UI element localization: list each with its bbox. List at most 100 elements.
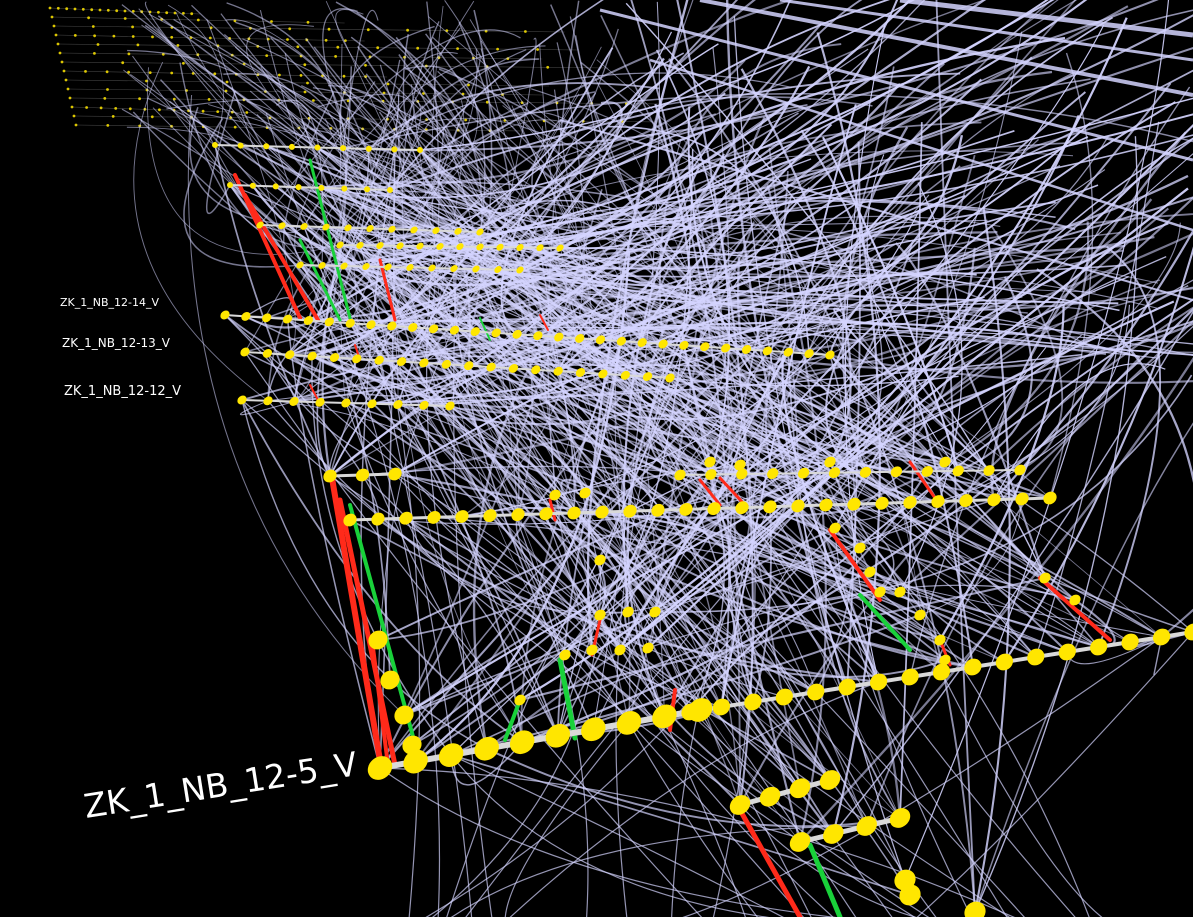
node: [427, 510, 441, 524]
edge: [993, 363, 1166, 501]
node: [819, 498, 833, 512]
node: [704, 456, 716, 468]
node: [531, 365, 541, 375]
edge: [397, 347, 727, 426]
node: [296, 261, 304, 269]
distant-node: [233, 125, 237, 129]
node: [789, 778, 811, 799]
track-label-12-14[interactable]: ZK_1_NB_12-14_V: [60, 296, 159, 309]
node: [889, 808, 911, 828]
edge: [537, 201, 1056, 337]
distant-node: [485, 100, 489, 104]
edge: [829, 91, 1087, 356]
node: [391, 146, 398, 153]
distant-node: [112, 34, 116, 38]
node: [674, 469, 686, 481]
edge: [1097, 246, 1162, 648]
node: [914, 609, 926, 621]
node: [367, 399, 377, 409]
edge: [557, 78, 983, 373]
node: [741, 345, 752, 354]
distant-node: [123, 9, 127, 13]
node: [847, 497, 861, 511]
node: [707, 502, 721, 516]
node: [783, 347, 793, 357]
node: [921, 465, 933, 477]
edge: [405, 517, 741, 806]
edge: [347, 227, 835, 835]
track-backbone: [797, 815, 903, 845]
edge: [328, 92, 400, 323]
edge: [144, 1, 327, 228]
distant-track: [61, 61, 609, 69]
distant-node: [68, 96, 72, 100]
edge: [183, 117, 301, 268]
node: [762, 346, 773, 356]
node: [859, 466, 872, 478]
edge: [769, 306, 830, 355]
edge: [329, 0, 891, 477]
edge: [229, 184, 1037, 658]
node: [483, 509, 497, 523]
distant-node: [56, 6, 60, 10]
track-label-12-13[interactable]: ZK_1_NB_12-13_V: [62, 336, 171, 350]
distant-node: [138, 97, 142, 101]
node: [622, 606, 634, 618]
edge: [224, 314, 358, 376]
node: [854, 542, 866, 554]
edge: [944, 222, 1181, 463]
edge: [600, 136, 1089, 341]
node: [336, 241, 344, 249]
edge: [317, 146, 831, 781]
edge: [489, 103, 571, 249]
node: [263, 396, 273, 406]
edge: [284, 52, 659, 511]
distant-node: [296, 45, 300, 49]
node: [262, 348, 273, 358]
node: [964, 901, 986, 917]
node: [819, 770, 841, 790]
node: [343, 513, 357, 527]
node: [995, 653, 1014, 671]
node: [263, 143, 270, 150]
colored-edge: [329, 475, 383, 763]
edge: [598, 126, 941, 641]
edge: [583, 326, 622, 342]
edge: [359, 245, 421, 917]
distant-node: [93, 52, 96, 55]
edge: [307, 58, 539, 321]
distant-node: [216, 110, 220, 113]
edge: [623, 509, 659, 649]
node: [901, 668, 919, 686]
node: [380, 670, 400, 690]
edge: [379, 149, 396, 769]
node: [323, 469, 337, 483]
node: [402, 735, 422, 755]
distant-node: [270, 20, 273, 23]
node: [366, 320, 376, 330]
track-label-12-12[interactable]: ZK_1_NB_12-12_V: [64, 384, 181, 399]
edge: [788, 198, 1153, 354]
node: [428, 324, 439, 334]
node: [721, 343, 731, 353]
distant-node: [123, 17, 127, 20]
edge: [166, 98, 311, 148]
edge: [519, 269, 768, 352]
edge: [294, 81, 376, 267]
edge: [573, 512, 974, 669]
node: [665, 373, 675, 383]
node: [838, 678, 856, 696]
node: [249, 182, 256, 189]
node: [511, 508, 525, 522]
node: [474, 736, 499, 761]
edge: [187, 94, 405, 716]
edge: [302, 121, 581, 339]
node: [964, 658, 982, 676]
distant-node: [145, 79, 148, 83]
distant-node: [81, 7, 85, 11]
edge: [662, 343, 1090, 917]
edge: [829, 461, 1005, 663]
distant-node: [90, 8, 94, 12]
distant-node: [364, 63, 367, 67]
